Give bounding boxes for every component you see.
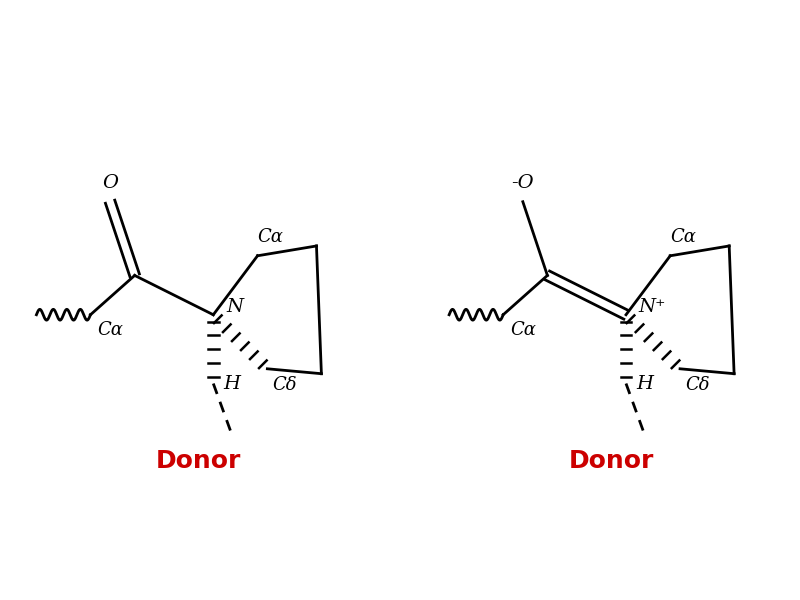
Text: Cδ: Cδ <box>685 376 710 394</box>
Text: H: H <box>223 374 240 392</box>
Text: O: O <box>102 174 118 192</box>
Text: -O: -O <box>511 174 534 192</box>
Text: Cα: Cα <box>670 228 696 246</box>
Text: N: N <box>226 298 243 316</box>
Text: Cα: Cα <box>98 320 123 338</box>
Text: Cα: Cα <box>258 228 283 246</box>
Text: Cα: Cα <box>510 320 536 338</box>
Text: N⁺: N⁺ <box>638 298 666 316</box>
Text: Donor: Donor <box>156 449 242 473</box>
Text: Donor: Donor <box>569 449 654 473</box>
Text: H: H <box>636 374 653 392</box>
Text: Cδ: Cδ <box>272 376 297 394</box>
